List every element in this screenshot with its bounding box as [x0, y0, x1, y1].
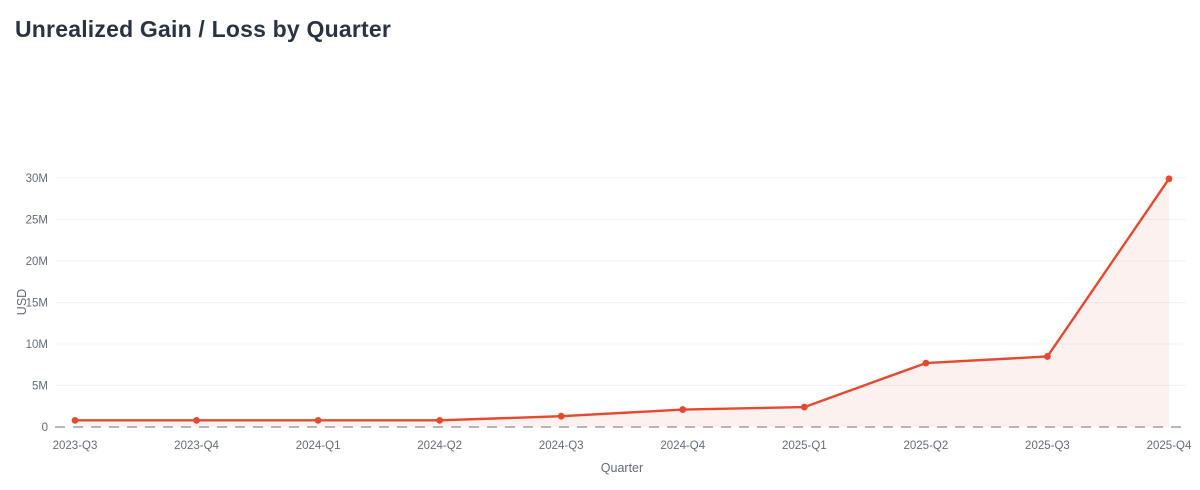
- data-point-marker[interactable]: [800, 403, 808, 411]
- data-point-marker[interactable]: [922, 359, 930, 367]
- y-axis-tick-label: 25M: [26, 215, 48, 227]
- x-axis-tick-label: 2025-Q2: [904, 440, 949, 452]
- data-point-marker[interactable]: [679, 406, 687, 413]
- data-point-marker[interactable]: [193, 416, 200, 424]
- series-area-fill: [75, 178, 1169, 427]
- y-axis-tick-label: 15M: [26, 298, 48, 310]
- data-point-marker[interactable]: [1044, 353, 1051, 360]
- y-axis-tick-label: 10M: [26, 339, 48, 351]
- series-line: [73, 177, 1171, 422]
- x-axis-tick-label: 2024-Q1: [296, 440, 341, 452]
- chart-title: Unrealized Gain / Loss by Quarter: [15, 16, 391, 42]
- data-point-marker[interactable]: [436, 416, 444, 424]
- x-axis-tick-label: 2025-Q1: [782, 440, 827, 452]
- x-axis-tick-label: 2024-Q3: [539, 440, 584, 452]
- x-axis-tick-label: 2025-Q4: [1147, 440, 1192, 452]
- data-point-marker[interactable]: [1165, 175, 1173, 183]
- x-axis-tick-label: 2023-Q4: [174, 440, 219, 452]
- x-axis-tick-label: 2023-Q3: [53, 440, 98, 452]
- data-point-marker[interactable]: [314, 416, 322, 424]
- x-axis-tick-label: 2025-Q3: [1025, 440, 1070, 452]
- y-axis-name: USD: [15, 289, 29, 315]
- y-axis-tick-label: 5M: [32, 381, 48, 393]
- x-axis-name: Quarter: [601, 461, 643, 475]
- x-axis-tick-label: 2024-Q2: [417, 440, 462, 452]
- y-axis-tick-label: 0: [42, 422, 48, 434]
- y-axis-tick-label: 20M: [26, 256, 48, 268]
- data-point-marker[interactable]: [557, 412, 565, 420]
- y-axis-tick-label: 30M: [26, 173, 48, 185]
- data-point-marker[interactable]: [71, 416, 79, 424]
- x-axis-tick-label: 2024-Q4: [660, 440, 705, 452]
